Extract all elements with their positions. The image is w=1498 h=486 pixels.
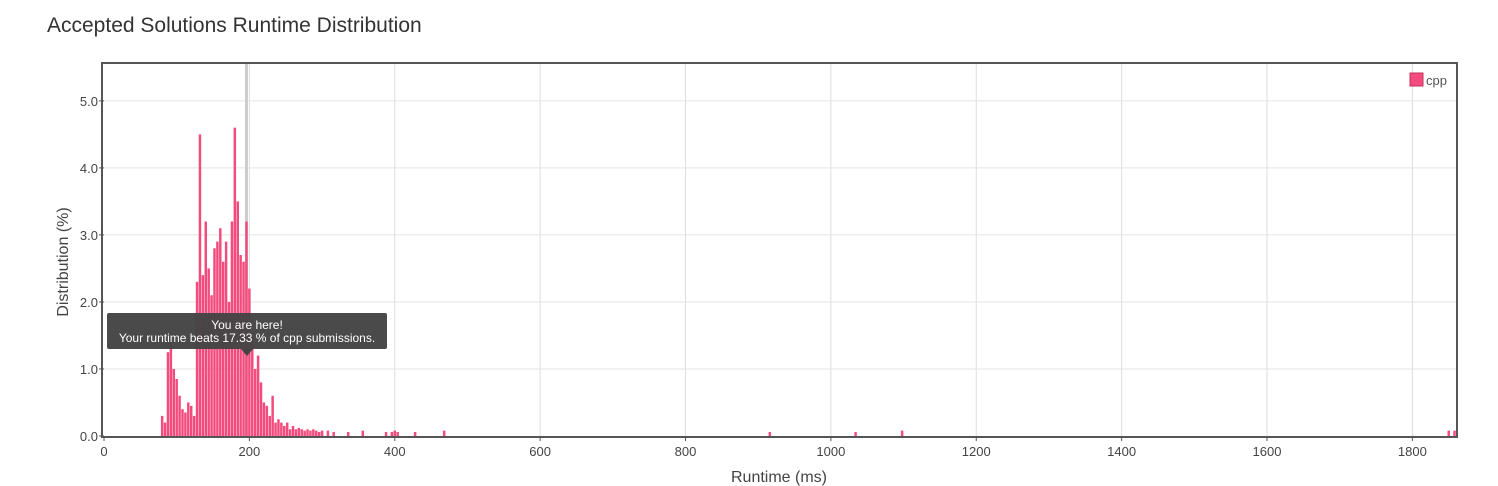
bar[interactable] xyxy=(294,429,298,436)
bar-series-cpp[interactable] xyxy=(160,127,1456,437)
bar[interactable] xyxy=(442,430,446,436)
bar[interactable] xyxy=(210,295,213,436)
bar[interactable] xyxy=(317,431,321,436)
x-axis-ticks: 0 200 400 600 800 1000 1200 1400 1600 1800 xyxy=(100,436,1427,459)
runtime-tooltip: You are here! Your runtime beats 17.33 %… xyxy=(107,313,387,356)
bar[interactable] xyxy=(253,368,257,436)
bar[interactable] xyxy=(189,405,193,436)
x-tick-label: 1200 xyxy=(962,444,991,459)
bar[interactable] xyxy=(393,430,396,436)
x-tick-label: 800 xyxy=(675,444,697,459)
bar[interactable] xyxy=(300,429,303,436)
bar[interactable] xyxy=(283,425,286,436)
x-tick-label: 1400 xyxy=(1107,444,1136,459)
tooltip-box xyxy=(107,313,387,349)
bar[interactable] xyxy=(181,409,184,436)
y-tick-label: 3.0 xyxy=(80,228,98,243)
y-tick-label: 2.0 xyxy=(80,295,98,310)
bar[interactable] xyxy=(396,431,399,436)
bar[interactable] xyxy=(198,134,202,437)
bar[interactable] xyxy=(166,352,170,436)
bar[interactable] xyxy=(271,395,274,436)
bar[interactable] xyxy=(291,425,295,436)
bar[interactable] xyxy=(768,431,772,436)
bar[interactable] xyxy=(172,368,176,436)
bar[interactable] xyxy=(854,431,857,436)
bar[interactable] xyxy=(332,431,335,436)
bar[interactable] xyxy=(306,429,309,436)
x-axis-title: Runtime (ms) xyxy=(731,469,827,486)
legend-swatch-cpp[interactable] xyxy=(1409,72,1424,87)
bar[interactable] xyxy=(233,127,237,437)
bar[interactable] xyxy=(390,431,394,436)
bar[interactable] xyxy=(227,301,231,436)
bar[interactable] xyxy=(1447,430,1450,436)
bar[interactable] xyxy=(315,430,318,436)
bar[interactable] xyxy=(297,427,301,436)
x-tick-label: 200 xyxy=(239,444,261,459)
bar[interactable] xyxy=(280,422,283,436)
legend-label-cpp: cpp xyxy=(1426,73,1447,88)
bar[interactable] xyxy=(326,430,330,436)
tooltip-line-2: Your runtime beats 17.33 % of cpp submis… xyxy=(119,331,375,345)
x-tick-label: 0 xyxy=(100,444,107,459)
bar[interactable] xyxy=(285,422,289,436)
bar[interactable] xyxy=(265,405,269,436)
x-tick-label: 400 xyxy=(384,444,406,459)
y-tick-label: 1.0 xyxy=(80,362,98,377)
bar[interactable] xyxy=(413,431,417,436)
plot-frame xyxy=(101,62,1458,438)
bar[interactable] xyxy=(169,335,173,436)
y-axis-ticks: 0.0 1.0 2.0 3.0 4.0 5.0 xyxy=(80,94,104,444)
y-tick-label: 0.0 xyxy=(80,429,98,444)
bar[interactable] xyxy=(303,430,306,436)
bar[interactable] xyxy=(268,415,271,436)
bar[interactable] xyxy=(160,415,164,436)
bar[interactable] xyxy=(361,430,365,436)
tooltip-pointer xyxy=(241,349,253,356)
bar[interactable] xyxy=(175,379,178,436)
bar[interactable] xyxy=(312,429,315,436)
bar[interactable] xyxy=(274,422,277,436)
bar[interactable] xyxy=(195,281,199,436)
x-tick-label: 600 xyxy=(529,444,551,459)
bar[interactable] xyxy=(248,288,251,436)
bar[interactable] xyxy=(251,335,254,436)
bar[interactable] xyxy=(163,422,167,436)
x-tick-label: 1600 xyxy=(1253,444,1282,459)
bar[interactable] xyxy=(309,430,312,436)
bar[interactable] xyxy=(192,415,196,436)
grid-lines xyxy=(104,64,1456,436)
bar[interactable] xyxy=(384,431,388,436)
bar[interactable] xyxy=(259,382,263,436)
bar[interactable] xyxy=(320,430,324,436)
bar[interactable] xyxy=(207,268,210,436)
y-tick-label: 4.0 xyxy=(80,161,98,176)
bar[interactable] xyxy=(178,395,181,436)
bar[interactable] xyxy=(277,419,280,436)
bar[interactable] xyxy=(256,355,260,436)
bar[interactable] xyxy=(187,402,190,436)
x-tick-label: 1000 xyxy=(816,444,845,459)
bar[interactable] xyxy=(288,429,292,436)
bar[interactable] xyxy=(346,431,350,436)
tooltip-line-1: You are here! xyxy=(211,318,283,332)
chart-title: Accepted Solutions Runtime Distribution xyxy=(47,14,422,37)
bar[interactable] xyxy=(900,430,904,436)
y-axis-title: Distribution (%) xyxy=(55,207,72,316)
bar[interactable] xyxy=(1453,430,1456,436)
bar[interactable] xyxy=(201,275,205,436)
legend[interactable]: cpp xyxy=(1409,72,1447,88)
y-tick-label: 5.0 xyxy=(80,94,98,109)
bar[interactable] xyxy=(262,402,266,436)
bar[interactable] xyxy=(184,412,187,436)
x-tick-label: 1800 xyxy=(1398,444,1427,459)
